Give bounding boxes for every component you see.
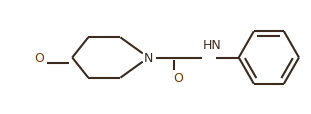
Text: HN: HN xyxy=(203,39,221,51)
Text: N: N xyxy=(144,52,153,64)
Text: O: O xyxy=(174,71,183,84)
Text: O: O xyxy=(34,52,44,64)
